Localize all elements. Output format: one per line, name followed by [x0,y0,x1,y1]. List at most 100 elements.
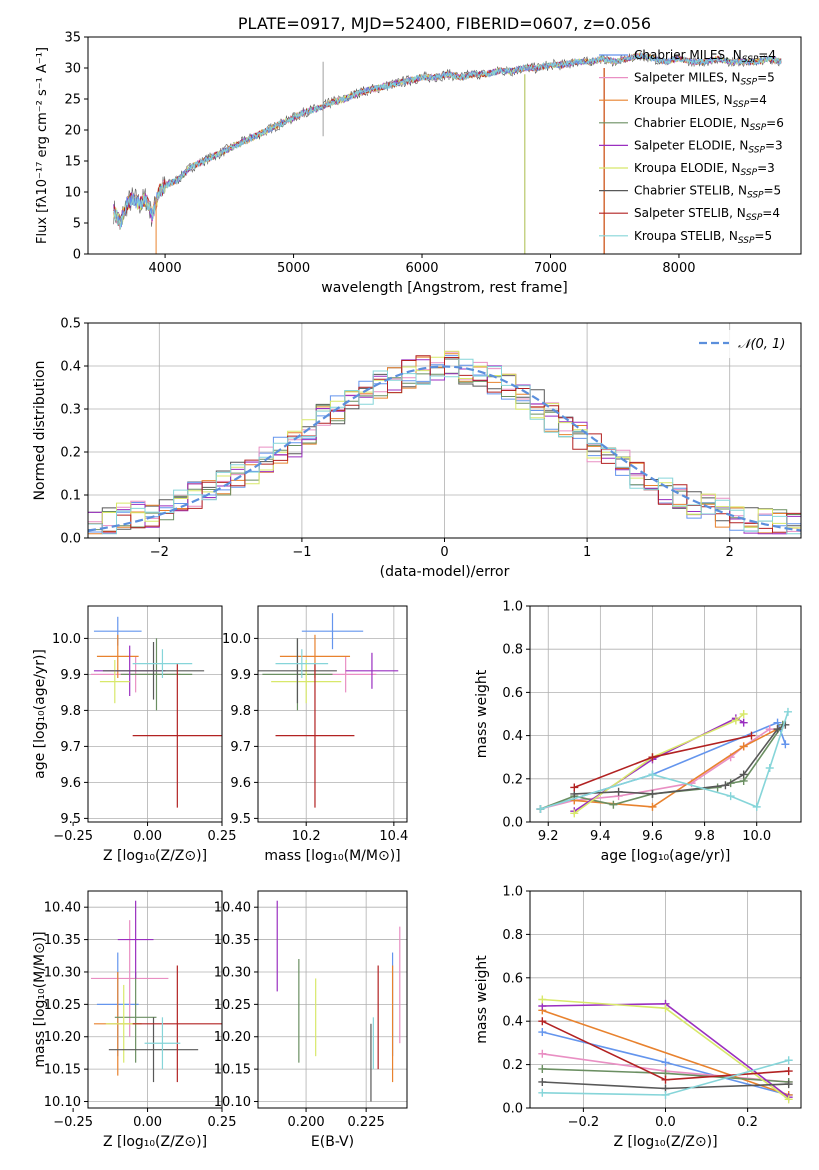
plot-area [258,613,399,808]
errorbar-point [271,660,342,704]
panel-mass-vs-EBV: 0.200 0.225 10.10 10.15 10.20 10.25 10.30 10.35… [214,890,408,1150]
plot-area [276,900,401,1102]
x-tick-label: −1 [292,545,311,560]
x-tick-label: 8000 [662,261,695,276]
y-tick-label: 35 [64,31,81,46]
weight-marker [784,1067,793,1076]
errorbar-point [275,649,329,678]
y-tick-label: 15 [64,155,81,170]
y-tick-label: 0.1 [60,489,81,504]
y-tick-label: 0.6 [502,686,523,701]
x-tick-label: 0.00 [133,1115,162,1130]
weight-marker [661,1058,670,1067]
weight-marker [538,1017,547,1026]
weight-line [542,1009,789,1096]
weight-marker [648,789,657,798]
y-tick-label: 0.0 [502,1102,523,1117]
panel-age-vs-Z: −0.25 0.00 0.25 9.5 9.6 9.7 9.8 9.9 10.0 Z [log₁₀… [32,605,237,864]
errorbar-point [132,663,222,808]
x-tick-label: 0.2 [737,1115,758,1130]
weight-marker [614,787,623,796]
y-tick-label: 0 [73,248,81,263]
spectrum-line [113,52,782,229]
x-tick-label: 9.6 [642,829,663,844]
axes-frame [529,605,802,823]
legend-label: Kroupa STELIB, NSSP=5 [634,229,772,246]
x-tick-label: 7000 [534,261,567,276]
errorbar-point [117,900,154,979]
legend-label: Salpeter STELIB, NSSP=4 [634,206,780,223]
y-tick-label: 9.5 [60,812,81,827]
plot-area [90,900,222,1083]
legend-label: Chabrier ELODIE, NSSP=6 [634,116,784,133]
x-axis-label: wavelength [Angstrom, rest frame] [321,280,567,296]
weight-marker [773,725,782,734]
y-tick-label: 0.4 [502,729,523,744]
x-tick-label: −2 [150,545,169,560]
legend-label: Chabrier STELIB, NSSP=5 [634,184,781,201]
y-tick-label: 10.10 [44,1095,81,1110]
x-axis-label: Z [log₁₀(Z/Z⊙)] [103,848,207,864]
y-tick-label: 30 [64,62,81,77]
y-tick-label: 25 [64,93,81,108]
y-tick-label: 10.20 [214,1030,251,1045]
weight-marker [648,802,657,811]
weight-marker [538,1077,547,1086]
x-tick-label: 2 [726,545,734,560]
x-tick-label: 0 [440,545,448,560]
weight-marker [739,770,748,779]
x-tick-label: 9.2 [538,829,559,844]
errorbar-point [345,652,399,689]
x-axis-label: mass [log₁₀(M/M⊙)] [264,848,400,864]
legend-label: Kroupa MILES, NSSP=4 [634,93,767,110]
y-tick-label: 0.6 [502,971,523,986]
weight-marker [739,742,748,751]
histogram-step [88,358,801,535]
panel-residuals: −2 −1 0 1 2 0.0 0.1 0.2 0.3 0.4 0.5 (data-model)/er… [32,317,802,580]
normal-curve [88,365,801,532]
x-axis-label: E(B-V) [311,1134,354,1150]
weight-marker [784,1080,793,1089]
x-tick-label: 0.00 [133,829,162,844]
weight-marker [538,1064,547,1073]
y-tick-label: 0.3 [60,403,81,418]
x-axis-label: (data-model)/error [380,564,510,580]
y-tick-label: 10.35 [44,933,81,948]
x-tick-label: −0.25 [53,829,93,844]
y-axis-label: mass weight [474,955,490,1044]
y-tick-label: 20 [64,124,81,139]
y-tick-label: 9.5 [230,812,251,827]
axes-frame [87,36,802,255]
weight-marker [536,805,545,814]
weight-line [574,728,778,808]
errorbar-point [114,971,157,1063]
errorbar-point [258,638,337,704]
y-tick-label: 10.0 [222,632,251,647]
errorbar-point [96,634,139,678]
axes-frame [87,322,802,539]
legend-label: Kroupa ELODIE, NSSP=3 [634,161,775,178]
x-axis-label: Z [log₁₀(Z/Z⊙)] [103,1134,207,1150]
plot-area [536,707,792,818]
weight-marker [739,718,748,727]
legend-label: Chabrier MILES, NSSP=4 [634,48,776,65]
x-tick-label: 0.25 [208,829,237,844]
axes-frame [257,605,408,823]
weight-marker [609,800,618,809]
weight-marker [538,1028,547,1037]
panel-spectrum: 4000 5000 6000 7000 8000 0 5 10 15 20 25 30 35 wavele… [35,14,802,296]
y-tick-label: 0.2 [502,1058,523,1073]
x-tick-label: 9.8 [694,829,715,844]
errorbar-point [275,663,355,808]
y-axis-label: Normed distribution [32,361,48,501]
y-tick-label: 10.30 [214,965,251,980]
x-tick-label: 1 [583,545,591,560]
y-tick-label: 9.7 [230,740,251,755]
y-tick-label: 10.15 [44,1063,81,1078]
legend-label: Salpeter ELODIE, NSSP=3 [634,138,783,155]
x-tick-label: 10.0 [742,829,771,844]
y-tick-label: 10.35 [214,933,251,948]
weight-marker [570,809,579,818]
histogram-step [88,350,801,529]
